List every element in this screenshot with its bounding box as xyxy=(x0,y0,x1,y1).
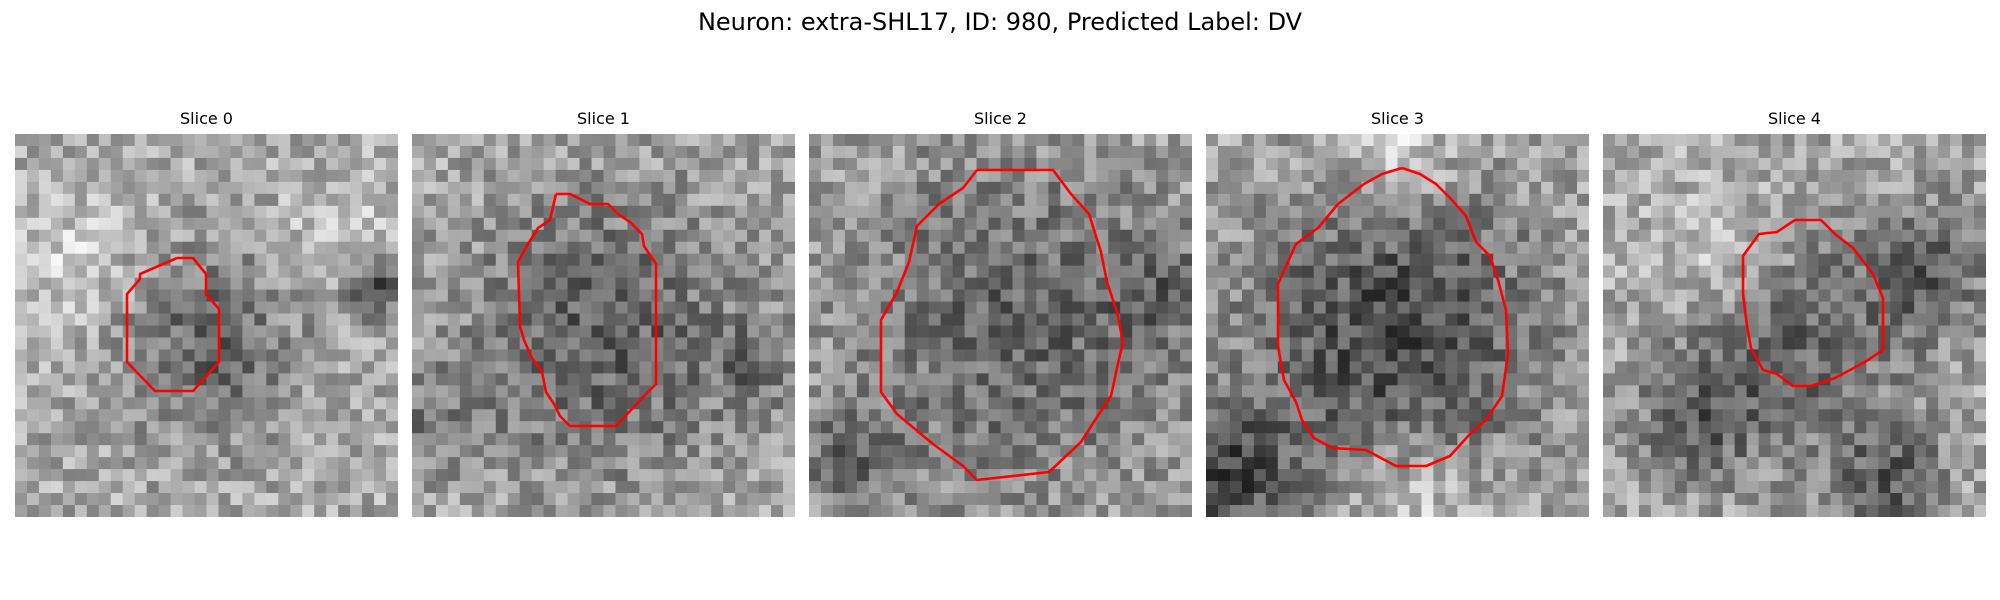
slice-panel-1: Slice 1 xyxy=(412,108,795,517)
slice-image-2 xyxy=(809,134,1192,517)
slice-image-3 xyxy=(1206,134,1589,517)
slice-title-4: Slice 4 xyxy=(1768,109,1821,128)
neuron-contour-1 xyxy=(516,192,658,428)
slice-title-0: Slice 0 xyxy=(180,109,233,128)
slice-panel-2: Slice 2 xyxy=(809,108,1192,517)
neuron-contour-2 xyxy=(879,168,1125,482)
neuron-contour-0 xyxy=(125,256,221,393)
slice-image-4 xyxy=(1603,134,1986,517)
figure-title: Neuron: extra-SHL17, ID: 980, Predicted … xyxy=(697,8,1303,36)
slice-panel-0: Slice 0 xyxy=(15,108,398,517)
slice-panel-4: Slice 4 xyxy=(1603,108,1986,517)
slice-title-3: Slice 3 xyxy=(1371,109,1424,128)
slice-image-0 xyxy=(15,134,398,517)
neuron-contour-3 xyxy=(1276,166,1510,468)
slice-panel-3: Slice 3 xyxy=(1206,108,1589,517)
slice-title-1: Slice 1 xyxy=(577,109,630,128)
slice-title-2: Slice 2 xyxy=(974,109,1027,128)
neuron-contour-4 xyxy=(1741,218,1885,388)
slice-image-1 xyxy=(412,134,795,517)
